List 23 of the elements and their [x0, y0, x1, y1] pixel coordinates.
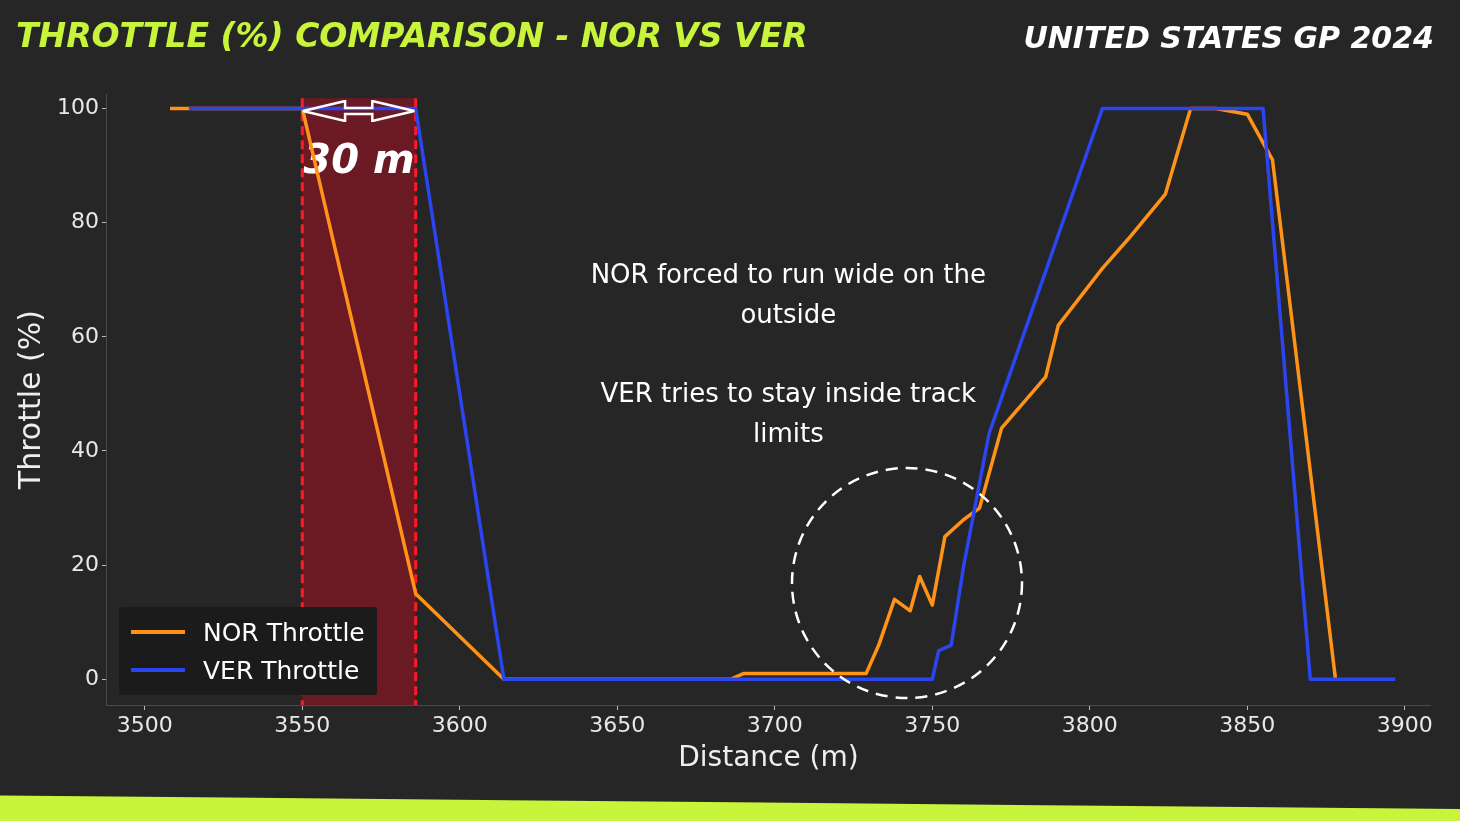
- y-tick-label: 80: [70, 208, 99, 234]
- chart-subtitle: UNITED STATES GP 2024: [1023, 20, 1434, 55]
- annotation: NOR forced to run wide on the outside: [590, 258, 987, 329]
- x-axis-title: Distance (m): [678, 740, 859, 774]
- x-tick-label: 3500: [116, 711, 173, 737]
- x-tick-label: 3850: [1219, 711, 1276, 737]
- x-tick-label: 3700: [746, 711, 803, 737]
- legend-label: VER Throttle: [202, 655, 360, 685]
- x-tick-label: 3900: [1376, 711, 1433, 737]
- y-tick-label: 40: [70, 436, 99, 462]
- x-tick-label: 3750: [904, 711, 961, 737]
- legend-label: NOR Throttle: [202, 617, 365, 647]
- y-tick-label: 20: [70, 550, 99, 576]
- x-tick-label: 3550: [274, 711, 331, 737]
- y-tick-label: 100: [56, 94, 99, 120]
- x-tick-label: 3800: [1061, 711, 1118, 737]
- annotation: VER tries to stay inside track limits: [600, 377, 977, 448]
- y-tick-label: 0: [84, 665, 99, 691]
- y-tick-label: 60: [70, 322, 99, 348]
- x-tick-label: 3600: [431, 711, 488, 737]
- x-tick-label: 3650: [589, 711, 646, 737]
- y-axis-title: Throttle (%): [11, 310, 47, 491]
- chart-title: THROTTLE (%) COMPARISON - NOR VS VER: [16, 16, 808, 55]
